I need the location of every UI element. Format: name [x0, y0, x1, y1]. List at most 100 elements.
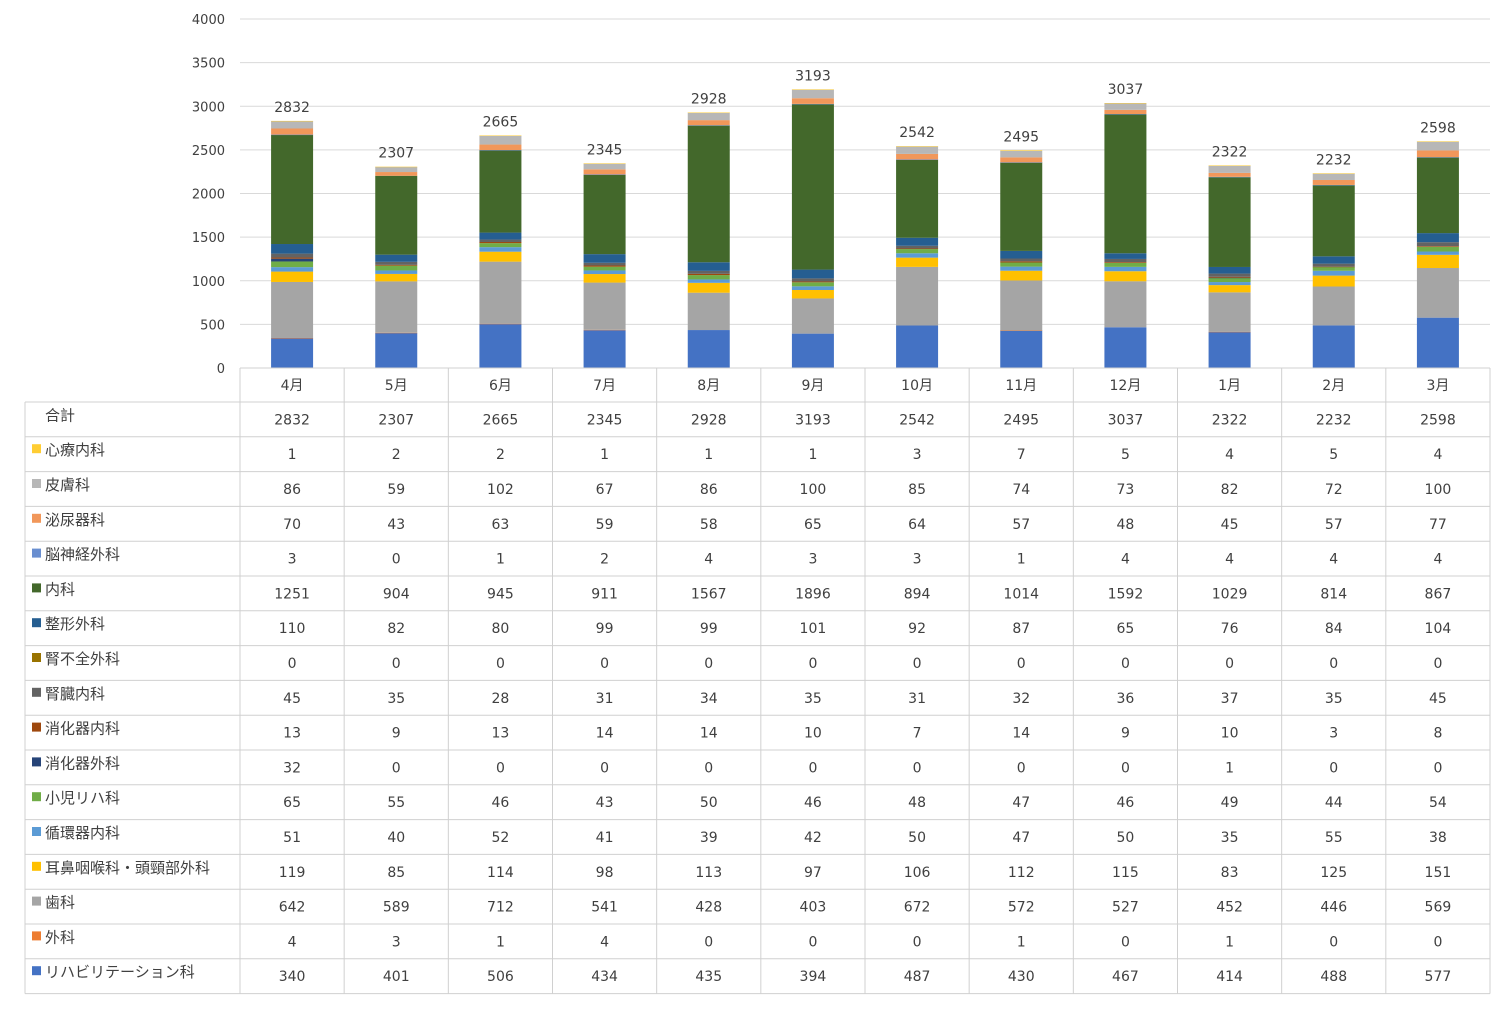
table-cell: 4 — [1433, 552, 1442, 568]
bar-segment — [1104, 114, 1147, 115]
table-cell: 1014 — [1003, 586, 1039, 602]
table-cell: 10 — [804, 726, 822, 742]
bar-segment — [1104, 327, 1147, 368]
table-cell: 2542 — [899, 412, 935, 428]
bar-segment — [1104, 103, 1147, 110]
table-cell: 0 — [392, 656, 401, 672]
bar-segment — [1416, 251, 1459, 255]
table-cell: 0 — [1225, 656, 1234, 672]
legend-key — [32, 827, 41, 836]
bar-segment — [583, 169, 626, 175]
table-cell: 39 — [700, 830, 718, 846]
table-cell: 2307 — [378, 412, 414, 428]
table-cell: 50 — [1117, 830, 1135, 846]
bar-segment — [479, 135, 522, 145]
bar-segment — [271, 134, 314, 245]
bar-segment — [1312, 266, 1355, 268]
table-cell: 84 — [1325, 621, 1343, 637]
table-cell: 8 — [1433, 726, 1442, 742]
bar-segment — [1312, 256, 1355, 264]
total-data-label: 2542 — [899, 125, 935, 141]
table-cell: 38 — [1429, 830, 1447, 846]
table-cell: 55 — [387, 795, 405, 811]
bar-segment — [1416, 246, 1459, 252]
bar-segment — [1104, 253, 1147, 259]
table-cell: 43 — [596, 795, 614, 811]
table-cell: 7 — [913, 726, 922, 742]
table-cell: 0 — [600, 760, 609, 776]
table-cell: 45 — [1429, 691, 1447, 707]
bar-segment — [1416, 246, 1459, 247]
bar-segment — [375, 166, 418, 173]
bar-segment — [375, 166, 418, 168]
table-cell: 0 — [1017, 760, 1026, 776]
bar-segment — [1416, 157, 1459, 158]
table-cell: 3193 — [795, 412, 831, 428]
table-cell: 0 — [496, 656, 505, 672]
legend-key — [32, 513, 41, 523]
bar-segment — [1104, 262, 1147, 267]
bar-segment — [896, 253, 939, 258]
table-cell: 76 — [1221, 621, 1239, 637]
legend-key — [32, 861, 41, 871]
table-cell: 64 — [908, 517, 926, 533]
table-cell: 2665 — [483, 412, 519, 428]
legend-key — [32, 444, 41, 454]
bar-segment — [1208, 292, 1251, 332]
table-cell: 46 — [804, 795, 822, 811]
legend-label: 小児リハ科 — [45, 789, 120, 807]
table-cell: 86 — [283, 482, 301, 498]
table-cell: 0 — [704, 760, 713, 776]
bar-segment — [479, 150, 522, 233]
legend-key — [32, 966, 41, 976]
bar-segment — [687, 112, 730, 114]
gridlines — [240, 18, 1490, 369]
bar-segment — [583, 174, 626, 175]
bar-segment — [1000, 157, 1043, 163]
table-cell: 1 — [288, 447, 297, 463]
bar-segment — [479, 232, 522, 240]
table-cell: 82 — [1221, 482, 1239, 498]
legend-key — [32, 479, 41, 488]
bar-segment — [1312, 266, 1355, 271]
table-cell: 72 — [1325, 482, 1343, 498]
table-cell: 32 — [283, 760, 301, 776]
table-cell: 9 — [392, 726, 401, 742]
table-cell: 99 — [596, 621, 614, 637]
table-cell: 2345 — [587, 412, 623, 428]
table-cell: 0 — [288, 656, 297, 672]
table-cell: 114 — [487, 865, 514, 881]
bar-segment — [479, 261, 522, 324]
table-cell: 58 — [700, 517, 718, 533]
bar-segment — [1104, 103, 1147, 104]
table-cell: 104 — [1425, 621, 1452, 637]
bar-segment — [583, 282, 626, 330]
bar-segment — [1416, 141, 1459, 142]
bar-segment — [271, 134, 314, 136]
legend-label: 外科 — [45, 928, 75, 946]
table-cell: 467 — [1112, 969, 1139, 985]
legend-key — [32, 583, 41, 593]
y-tick-label: 500 — [200, 318, 225, 333]
table-cell: 82 — [387, 621, 405, 637]
legend-label: 整形外科 — [45, 615, 105, 633]
table-cell: 65 — [804, 517, 822, 533]
bar-segment — [583, 254, 626, 263]
table-cell: 1 — [808, 447, 817, 463]
table-cell: 0 — [704, 656, 713, 672]
table-cell: 3 — [288, 552, 297, 568]
x-tick-label: 3月 — [1426, 378, 1449, 394]
x-tick-label: 12月 — [1110, 378, 1142, 394]
table-cell: 0 — [392, 760, 401, 776]
table-cell: 672 — [904, 900, 931, 916]
table-cell: 1567 — [691, 586, 727, 602]
total-data-label: 2495 — [1003, 129, 1039, 145]
y-tick-label: 3500 — [192, 57, 225, 72]
table-cell: 4 — [1433, 447, 1442, 463]
legend-label: 心療内科 — [45, 441, 105, 459]
table-cell: 57 — [1325, 517, 1343, 533]
bar-segment — [583, 330, 626, 368]
table-cell: 112 — [1008, 865, 1035, 881]
